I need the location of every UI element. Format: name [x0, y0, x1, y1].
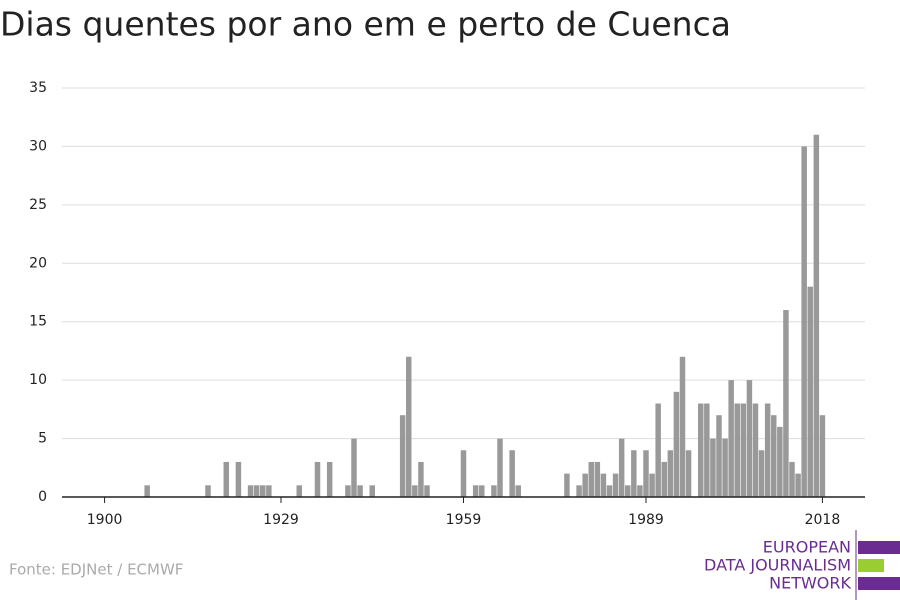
bar: [764, 403, 771, 497]
bar: [314, 461, 321, 497]
bar: [758, 450, 765, 497]
bar: [223, 461, 229, 497]
bar: [472, 485, 479, 497]
bar: [582, 473, 588, 497]
bar: [722, 438, 728, 497]
y-tick-label: 0: [38, 489, 47, 505]
bar: [637, 485, 643, 497]
bar: [740, 403, 747, 497]
y-tick-label: 5: [38, 431, 47, 447]
bar: [795, 473, 801, 497]
x-tick-label: 1959: [446, 512, 482, 528]
bar: [247, 485, 254, 497]
logo-bar: [858, 577, 900, 590]
bar: [789, 461, 795, 497]
bar: [643, 450, 649, 497]
logo-bar: [858, 559, 884, 572]
bar: [351, 438, 357, 497]
bar: [345, 485, 351, 497]
chart-title: Dias quentes por ano em e perto de Cuenc…: [0, 5, 731, 44]
bar: [771, 415, 777, 497]
bar: [679, 356, 686, 497]
bar: [266, 485, 272, 497]
bar: [777, 426, 783, 497]
bar: [357, 485, 363, 497]
bar: [412, 485, 418, 497]
bar: [399, 415, 406, 497]
bar: [710, 438, 716, 497]
bar: [704, 403, 710, 497]
y-tick-label: 35: [29, 80, 47, 96]
bar: [205, 485, 211, 497]
bar: [698, 403, 704, 497]
bar: [685, 450, 692, 497]
bar: [746, 380, 753, 497]
bar: [564, 473, 570, 497]
bar: [649, 473, 655, 497]
bar: [253, 485, 260, 497]
logo: EUROPEAN DATA JOURNALISM NETWORK: [704, 530, 900, 600]
bar: [728, 380, 734, 497]
bar: [460, 450, 467, 497]
bar: [260, 485, 266, 497]
x-tick-label: 2018: [805, 512, 841, 528]
bar: [618, 438, 625, 497]
bar: [144, 485, 150, 497]
bar: [807, 286, 813, 497]
bar: [625, 485, 631, 497]
logo-text: DATA JOURNALISM: [704, 556, 851, 575]
source: Fonte: EDJNet / ECMWF: [9, 561, 183, 579]
bar: [661, 461, 667, 497]
bar: [783, 310, 789, 497]
bar: [424, 485, 430, 497]
bar: [491, 485, 497, 497]
bar: [600, 473, 607, 497]
bar: [369, 485, 375, 497]
bar: [612, 473, 619, 497]
bar: [497, 438, 503, 497]
y-tick-label: 10: [29, 372, 47, 388]
bar: [813, 134, 820, 497]
logo-text: EUROPEAN: [763, 538, 851, 557]
logo-text: NETWORK: [769, 574, 851, 593]
bar: [716, 415, 722, 497]
bar: [631, 450, 637, 497]
y-tick-label: 20: [29, 255, 47, 271]
bar: [655, 403, 661, 497]
bar: [819, 415, 826, 497]
bar: [509, 450, 515, 497]
bar: [752, 403, 759, 497]
bar: [801, 146, 807, 497]
bar: [673, 391, 680, 497]
bar: [515, 485, 521, 497]
bar: [734, 403, 740, 497]
y-tick-label: 15: [29, 314, 47, 330]
bar: [576, 485, 582, 497]
logo-bar: [858, 541, 900, 554]
bar: [418, 461, 424, 497]
y-tick-label: 30: [29, 138, 47, 154]
x-tick-label: 1929: [263, 512, 299, 528]
x-tick-label: 1989: [628, 512, 664, 528]
y-tick-label: 25: [29, 197, 47, 213]
x-tick-label: 1900: [87, 512, 123, 528]
bar: [588, 461, 594, 497]
bar: [326, 461, 333, 497]
bar: [479, 485, 485, 497]
bar: [594, 461, 601, 497]
bar: [406, 356, 412, 497]
bar: [606, 485, 613, 497]
bar: [235, 461, 242, 497]
bar: [296, 485, 302, 497]
bar: [667, 450, 674, 497]
